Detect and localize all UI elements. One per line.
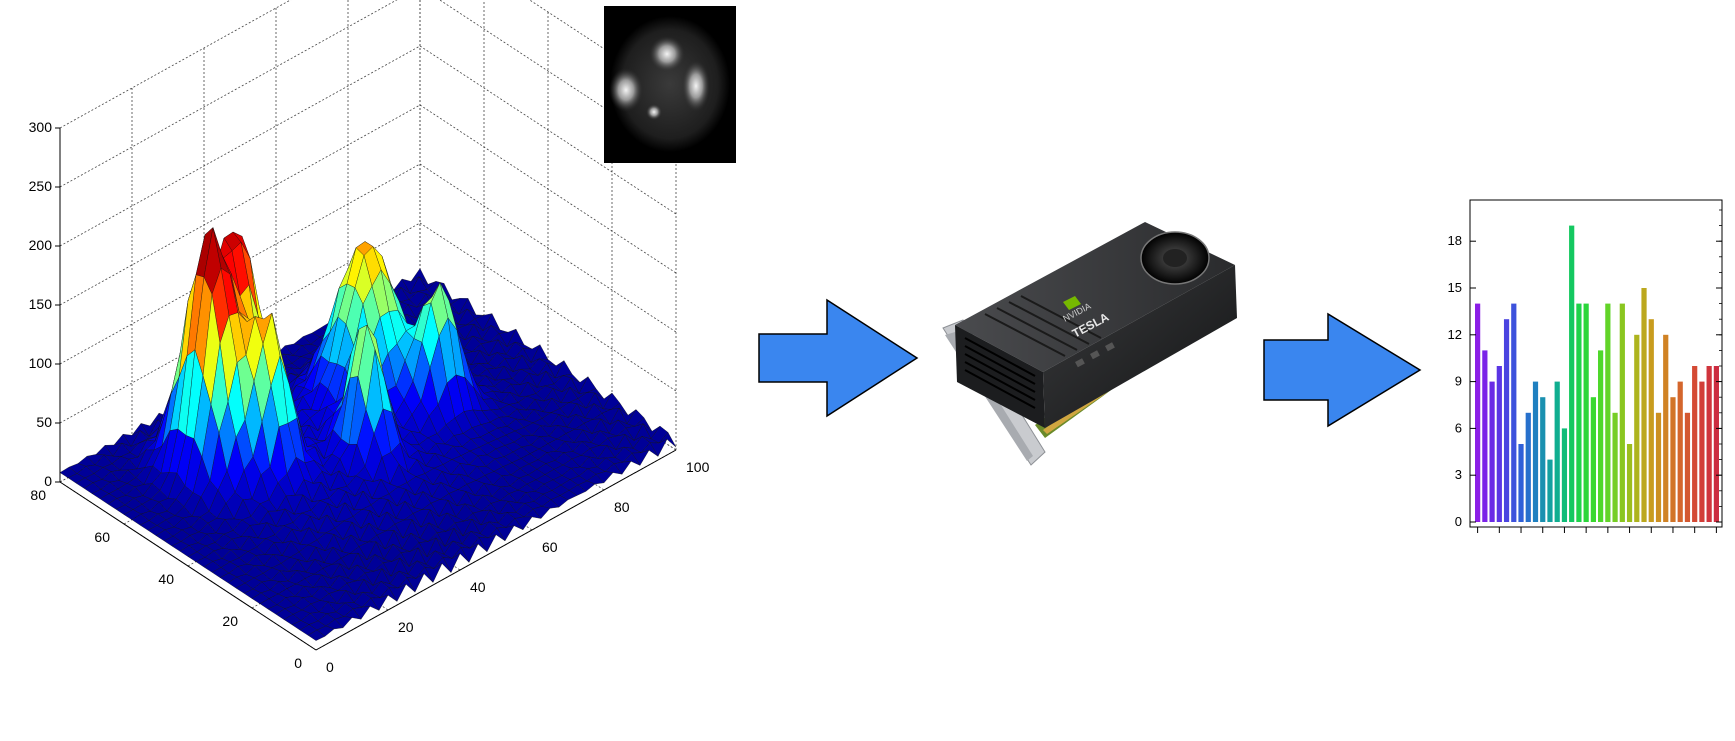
histogram-y-tick-label: 6	[1455, 420, 1462, 435]
histogram-bar	[1641, 288, 1647, 522]
surface-plot-axes	[55, 127, 677, 651]
x-tick-label: 80	[614, 499, 630, 515]
histogram-chart: 0 3 6 9 12 15 18	[1420, 185, 1735, 555]
gpu-card-image: NVIDIA TESLA	[935, 220, 1240, 495]
y-tick-label: 20	[222, 613, 238, 629]
z-tick-label: 200	[29, 237, 53, 253]
y-tick-label: 40	[158, 571, 174, 587]
histogram-bar	[1699, 381, 1705, 522]
histogram-y-tick-label: 3	[1455, 467, 1462, 482]
surface-plot: 300 250 200 150 100 50 0 80 60 40 20 0 0 20 40 60 80 100	[0, 0, 770, 741]
histogram-y-tick-label: 12	[1448, 327, 1462, 342]
histogram-bar	[1475, 303, 1481, 522]
histogram-bar	[1663, 334, 1669, 522]
histogram-bar	[1598, 350, 1604, 522]
nvidia-logo-icon	[1063, 296, 1081, 310]
histogram-bar	[1496, 366, 1502, 522]
z-tick-label: 0	[44, 473, 52, 489]
histogram-bar	[1482, 350, 1488, 522]
histogram-canvas: 0 3 6 9 12 15 18	[1448, 199, 1723, 533]
histogram-bar	[1489, 381, 1495, 522]
histogram-bar	[1626, 444, 1633, 522]
x-tick-label: 60	[542, 539, 558, 555]
histogram-bar	[1684, 412, 1691, 522]
histogram-bar	[1561, 428, 1568, 522]
x-tick-label: 40	[470, 579, 486, 595]
histogram-bar	[1590, 397, 1596, 522]
histogram-y-tick-label: 9	[1455, 374, 1462, 389]
histogram-bar	[1713, 366, 1719, 522]
microscopy-image	[604, 6, 736, 163]
histogram-bars	[1475, 225, 1719, 522]
histogram-bar	[1655, 412, 1662, 522]
histogram-y-tick-label: 18	[1448, 233, 1462, 248]
histogram-bar	[1583, 303, 1589, 522]
z-tick-label: 250	[29, 178, 53, 194]
arrow-right-icon	[757, 298, 919, 418]
y-tick-label: 80	[30, 487, 46, 503]
histogram-bar	[1525, 412, 1531, 522]
z-tick-label: 150	[29, 296, 53, 312]
y-tick-label: 0	[294, 655, 302, 671]
histogram-bar	[1677, 381, 1683, 522]
histogram-frame	[1469, 199, 1723, 528]
histogram-y-tick-label: 0	[1455, 514, 1462, 529]
histogram-bar	[1634, 334, 1640, 522]
histogram-bar	[1518, 444, 1524, 522]
z-tick-label: 100	[29, 355, 53, 371]
x-tick-label: 0	[326, 659, 334, 675]
histogram-bar	[1511, 303, 1517, 522]
z-tick-label: 300	[29, 119, 53, 135]
histogram-y-tick-label: 15	[1448, 280, 1462, 295]
histogram-bar	[1648, 319, 1654, 522]
histogram-bar	[1547, 459, 1553, 522]
histogram-bar	[1619, 303, 1625, 522]
z-tick-label: 50	[36, 414, 52, 430]
histogram-bar	[1692, 366, 1698, 522]
histogram-bar	[1503, 319, 1510, 522]
histogram-bar	[1569, 225, 1575, 522]
inset-microscopy-image	[604, 6, 736, 163]
y-tick-label: 60	[94, 529, 110, 545]
histogram-bar	[1532, 381, 1539, 522]
histogram-bar	[1554, 381, 1560, 522]
arrow-right-icon	[1262, 312, 1422, 430]
histogram-axis: 0 3 6 9 12 15 18	[1448, 209, 1722, 533]
histogram-bar	[1670, 397, 1676, 522]
surface-mesh	[59, 227, 677, 641]
histogram-bar	[1605, 303, 1611, 522]
histogram-bar	[1576, 303, 1582, 522]
histogram-bar	[1706, 366, 1712, 522]
x-tick-label: 100	[686, 459, 710, 475]
x-tick-label: 20	[398, 619, 414, 635]
histogram-bar	[1540, 397, 1546, 522]
histogram-bar	[1612, 412, 1618, 522]
